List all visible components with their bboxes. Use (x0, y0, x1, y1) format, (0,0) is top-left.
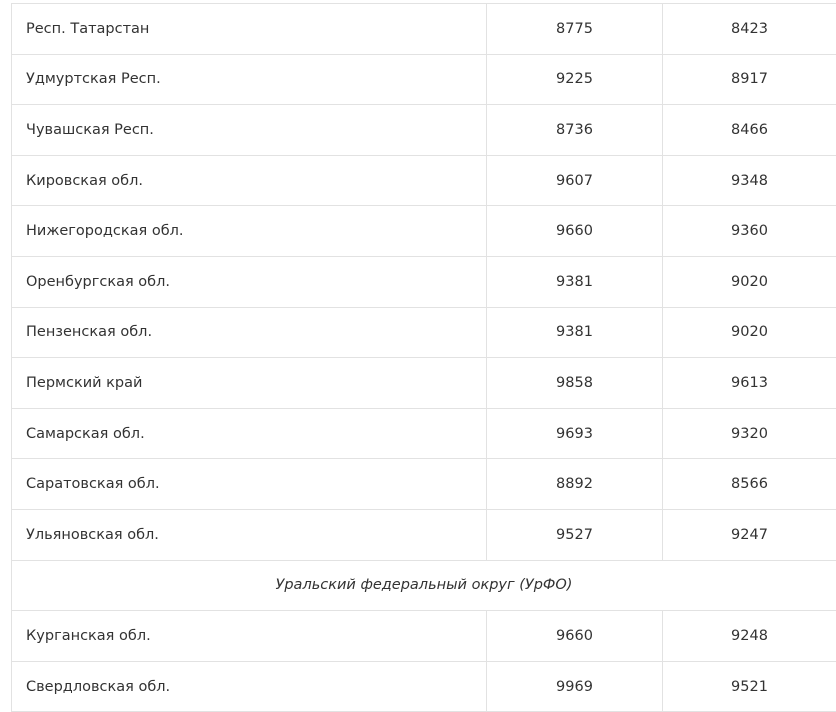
region-name: Курганская обл. (11, 610, 487, 662)
region-name: Удмуртская Респ. (11, 53, 487, 106)
table-row: Свердловская обл. 9969 9521 (11, 660, 836, 712)
region-name: Пензенская обл. (11, 306, 487, 359)
value-2: 9020 (662, 255, 836, 308)
value-2: 9521 (662, 660, 836, 712)
value-1: 8736 (486, 104, 663, 156)
table-row: Удмуртская Респ. 9225 8917 (11, 53, 836, 106)
value-1: 9858 (486, 357, 663, 409)
region-name: Чувашская Респ. (11, 104, 487, 156)
value-2: 9348 (662, 154, 836, 207)
value-1: 8775 (486, 3, 663, 55)
value-1: 9660 (486, 205, 663, 257)
region-name: Свердловская обл. (11, 660, 487, 712)
value-2: 8917 (662, 53, 836, 106)
regions-table: Респ. Татарстан 8775 8423 Удмуртская Респ. 9… (11, 3, 836, 712)
region-name: Нижегородская обл. (11, 205, 487, 257)
value-1: 9660 (486, 610, 663, 662)
table-row: Чувашская Респ. 8736 8466 (11, 104, 836, 156)
region-name: Ульяновская обл. (11, 508, 487, 561)
value-2: 9247 (662, 508, 836, 561)
group-title: Уральский федеральный округ (УрФО) (11, 559, 836, 612)
table-row: Кировская обл. 9607 9348 (11, 154, 836, 207)
region-name: Самарская обл. (11, 407, 487, 460)
region-name: Пермский край (11, 357, 487, 409)
region-name: Оренбургская обл. (11, 255, 487, 308)
group-header-row: Уральский федеральный округ (УрФО) (11, 559, 836, 612)
value-1: 9381 (486, 255, 663, 308)
value-1: 9527 (486, 508, 663, 561)
table-row: Пензенская обл. 9381 9020 (11, 306, 836, 359)
table-row: Оренбургская обл. 9381 9020 (11, 255, 836, 308)
value-2: 9613 (662, 357, 836, 409)
value-2: 9320 (662, 407, 836, 460)
value-2: 8566 (662, 458, 836, 510)
value-1: 9693 (486, 407, 663, 460)
value-1: 8892 (486, 458, 663, 510)
table-row: Ульяновская обл. 9527 9247 (11, 508, 836, 561)
value-1: 9607 (486, 154, 663, 207)
table-row: Самарская обл. 9693 9320 (11, 407, 836, 460)
table-row: Респ. Татарстан 8775 8423 (11, 3, 836, 55)
value-2: 9360 (662, 205, 836, 257)
value-1: 9381 (486, 306, 663, 359)
value-1: 9225 (486, 53, 663, 106)
value-2: 8423 (662, 3, 836, 55)
table-row: Курганская обл. 9660 9248 (11, 610, 836, 662)
value-2: 8466 (662, 104, 836, 156)
table-row: Нижегородская обл. 9660 9360 (11, 205, 836, 257)
table-row: Саратовская обл. 8892 8566 (11, 458, 836, 510)
value-2: 9248 (662, 610, 836, 662)
region-name: Саратовская обл. (11, 458, 487, 510)
table-body: Респ. Татарстан 8775 8423 Удмуртская Респ. 9… (11, 3, 836, 712)
value-2: 9020 (662, 306, 836, 359)
region-name: Респ. Татарстан (11, 3, 487, 55)
table-row: Пермский край 9858 9613 (11, 357, 836, 409)
value-1: 9969 (486, 660, 663, 712)
region-name: Кировская обл. (11, 154, 487, 207)
